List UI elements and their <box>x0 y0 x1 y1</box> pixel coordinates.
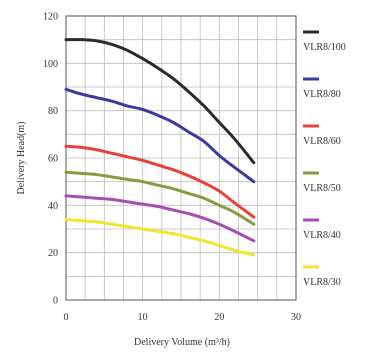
y-axis-ticks: 0 20 40 60 80 100 120 <box>43 12 58 307</box>
y-tick-label: 20 <box>48 248 58 259</box>
plot-frame <box>65 15 297 301</box>
series-line-vlr8-80 <box>64 87 256 184</box>
series-line-vlr8-50 <box>64 170 256 226</box>
legend-label: VLR8/30 <box>303 277 341 288</box>
legend-label: VLR8/50 <box>303 183 341 194</box>
y-tick-label: 0 <box>53 296 58 307</box>
series-line-vlr8-100 <box>64 38 256 165</box>
x-tick-label: 10 <box>138 312 148 323</box>
y-axis-label: Delivery Head(m) <box>16 121 27 194</box>
x-tick-label: 0 <box>64 312 69 323</box>
x-tick-label: 20 <box>214 312 224 323</box>
legend-label: VLR8/40 <box>303 230 341 241</box>
series-line-vlr8-40 <box>64 194 256 243</box>
x-axis-label: Delivery Volume (m³/h) <box>134 337 230 348</box>
legend-label: VLR8/60 <box>303 136 341 147</box>
y-tick-label: 80 <box>48 106 58 117</box>
x-tick-label: 30 <box>291 312 301 323</box>
y-tick-label: 40 <box>48 201 58 212</box>
plot-border <box>65 15 297 301</box>
series-line-vlr8-60 <box>64 144 256 219</box>
legend-label: VLR8/100 <box>303 42 346 53</box>
series-line-vlr8-30 <box>64 218 256 257</box>
y-tick-label: 120 <box>43 12 58 23</box>
legend: VLR8/100 VLR8/80 VLR8/60 VLR8/50 VLR8/40 VLR8… <box>303 30 346 288</box>
performance-curves <box>64 38 256 257</box>
grid <box>65 15 297 301</box>
x-axis-ticks: 0 10 20 30 <box>64 312 302 323</box>
y-tick-label: 60 <box>48 154 58 165</box>
y-tick-label: 100 <box>43 59 58 70</box>
legend-label: VLR8/80 <box>303 89 341 100</box>
